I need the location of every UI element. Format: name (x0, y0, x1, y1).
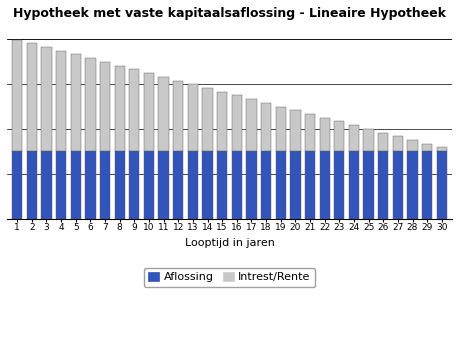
Bar (202, 88, 213, 151)
Bar (232, 151, 242, 219)
Bar (290, 110, 301, 151)
Bar (437, 151, 447, 219)
Bar (158, 77, 169, 151)
Bar (12, 40, 22, 151)
Bar (217, 151, 227, 219)
Bar (437, 147, 447, 151)
Bar (173, 80, 184, 151)
Bar (275, 151, 286, 219)
Bar (349, 125, 359, 151)
Bar (261, 103, 271, 151)
Bar (364, 129, 374, 151)
Bar (232, 95, 242, 151)
Bar (144, 73, 154, 151)
Bar (129, 69, 140, 151)
Bar (173, 151, 184, 219)
Bar (85, 58, 95, 151)
Bar (334, 121, 344, 151)
Bar (246, 151, 257, 219)
Bar (41, 47, 51, 151)
Bar (202, 151, 213, 219)
Legend: Aflossing, Intrest/Rente: Aflossing, Intrest/Rente (144, 268, 315, 287)
Bar (115, 151, 125, 219)
Bar (144, 151, 154, 219)
Bar (319, 151, 330, 219)
Bar (27, 43, 37, 151)
Bar (290, 151, 301, 219)
Title: Hypotheek met vaste kapitaalsaflossing - Lineaire Hypotheek: Hypotheek met vaste kapitaalsaflossing -… (13, 7, 446, 20)
Bar (56, 51, 66, 151)
Bar (319, 118, 330, 151)
Bar (305, 151, 315, 219)
Bar (422, 144, 432, 151)
Bar (56, 151, 66, 219)
Bar (393, 151, 403, 219)
X-axis label: Looptijd in jaren: Looptijd in jaren (185, 238, 274, 247)
Bar (378, 133, 388, 151)
Bar (115, 66, 125, 151)
Bar (408, 140, 418, 151)
Bar (100, 151, 110, 219)
Bar (85, 151, 95, 219)
Bar (393, 136, 403, 151)
Bar (378, 151, 388, 219)
Bar (12, 151, 22, 219)
Bar (71, 54, 81, 151)
Bar (71, 151, 81, 219)
Bar (188, 84, 198, 151)
Bar (349, 151, 359, 219)
Bar (364, 151, 374, 219)
Bar (27, 151, 37, 219)
Bar (217, 92, 227, 151)
Bar (261, 151, 271, 219)
Bar (334, 151, 344, 219)
Bar (158, 151, 169, 219)
Bar (100, 62, 110, 151)
Bar (408, 151, 418, 219)
Bar (41, 151, 51, 219)
Bar (246, 99, 257, 151)
Bar (422, 151, 432, 219)
Bar (275, 107, 286, 151)
Bar (305, 114, 315, 151)
Bar (129, 151, 140, 219)
Bar (188, 151, 198, 219)
